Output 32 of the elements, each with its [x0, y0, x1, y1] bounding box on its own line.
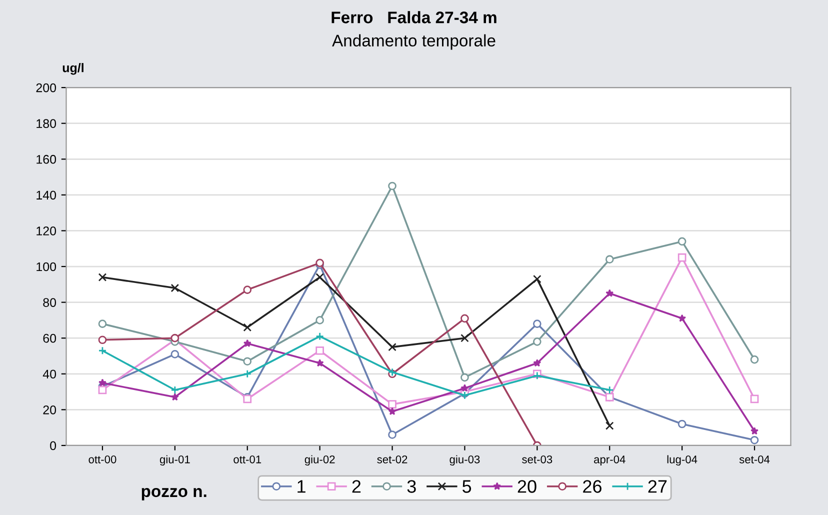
legend-label: 2 — [352, 480, 361, 493]
x-tick-label: lug-04 — [667, 455, 698, 466]
y-tick-label: 200 — [36, 83, 56, 92]
legend-label: 20 — [518, 480, 536, 493]
legend-label: 1 — [298, 480, 306, 493]
legend-label: 27 — [648, 480, 667, 493]
y-tick-label: 100 — [36, 262, 56, 272]
x-tick-label: set-04 — [739, 455, 770, 464]
y-tick-label: 160 — [36, 154, 56, 164]
x-tick-label: giu-03 — [450, 455, 480, 466]
y-tick-label: 40 — [42, 370, 56, 379]
y-tick-label: 120 — [36, 226, 56, 236]
x-tick-label: giu-01 — [160, 455, 190, 466]
x-tick-label: ott-01 — [234, 455, 262, 464]
x-tick-label: ott-00 — [88, 455, 116, 464]
y-tick-label: 20 — [43, 405, 56, 414]
x-tick-label: giu-02 — [304, 455, 335, 466]
y-tick-label: 140 — [36, 190, 56, 200]
y-tick-label: 80 — [43, 298, 56, 307]
legend-label: 3 — [407, 480, 416, 493]
legend-title: pozzo n. — [142, 488, 206, 500]
y-tick-label: 0 — [50, 441, 56, 450]
legend-label: 5 — [462, 480, 472, 493]
y-axis-title: ug/l — [62, 63, 84, 75]
x-tick-label: apr-04 — [594, 455, 626, 466]
chart-title: Ferro Falda 27-34 m — [332, 11, 496, 24]
y-tick-label: 60 — [43, 334, 56, 343]
x-tick-label: set-02 — [377, 455, 408, 464]
y-tick-label: 180 — [36, 119, 56, 128]
legend-label: 26 — [583, 480, 602, 493]
chart-subtitle: Andamento temporale — [332, 34, 496, 50]
x-tick-label: set-03 — [522, 455, 552, 464]
